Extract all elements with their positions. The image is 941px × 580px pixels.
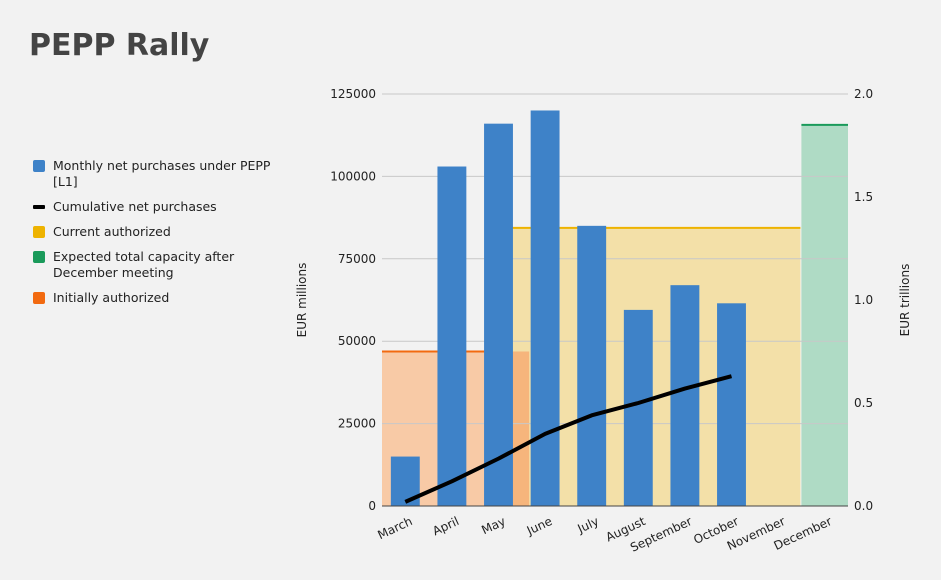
chart-title: PEPP Rally bbox=[29, 28, 210, 63]
legend-item-expected-capacity[interactable]: Expected total capacity after December m… bbox=[33, 249, 283, 281]
bar-june bbox=[530, 110, 560, 506]
bar-september bbox=[670, 285, 700, 506]
band-fill-current-authorized bbox=[512, 227, 801, 506]
band-fill-expected-capacity bbox=[801, 124, 848, 507]
x-tick-label: July bbox=[575, 514, 601, 536]
bar-october bbox=[717, 303, 746, 506]
bar-may bbox=[484, 123, 513, 506]
y-axis-title: EUR millions bbox=[295, 263, 309, 338]
y2-tick-label: 2.0 bbox=[854, 87, 873, 101]
y-tick-label: 0 bbox=[368, 499, 376, 513]
y2-tick-label: 0.0 bbox=[854, 499, 873, 513]
legend-swatch-initially-authorized bbox=[33, 292, 45, 304]
legend-label: Current authorized bbox=[53, 224, 171, 239]
y-tick-label: 125000 bbox=[330, 87, 376, 101]
monthly-purchase-bars bbox=[390, 110, 746, 506]
legend-swatch-expected-capacity bbox=[33, 251, 45, 263]
x-tick-label: June bbox=[524, 514, 555, 538]
y2-tick-label: 0.5 bbox=[854, 396, 873, 410]
legend: Monthly net purchases under PEPP [L1] Cu… bbox=[33, 158, 283, 315]
legend-label: Monthly net purchases under PEPP [L1] bbox=[53, 158, 271, 189]
legend-swatch-monthly-purchases bbox=[33, 160, 45, 172]
y-tick-label: 25000 bbox=[338, 417, 376, 431]
bar-july bbox=[577, 225, 607, 506]
legend-label: Cumulative net purchases bbox=[53, 199, 217, 214]
legend-label: Expected total capacity after December m… bbox=[53, 249, 235, 280]
legend-item-initially-authorized[interactable]: Initially authorized bbox=[33, 290, 283, 306]
y-tick-label: 50000 bbox=[338, 334, 376, 348]
legend-swatch-current-authorized bbox=[33, 226, 45, 238]
y-tick-label: 75000 bbox=[338, 252, 376, 266]
cumulative-line bbox=[404, 374, 733, 504]
legend-label: Initially authorized bbox=[53, 290, 170, 305]
bar-april bbox=[437, 166, 467, 506]
x-tick-label: May bbox=[479, 514, 507, 537]
legend-item-cumulative-purchases[interactable]: Cumulative net purchases bbox=[33, 199, 283, 215]
x-tick-label: April bbox=[430, 514, 461, 538]
x-tick-label: March bbox=[375, 514, 414, 542]
cumulative-line-layer bbox=[404, 374, 733, 504]
y-tick-label: 100000 bbox=[330, 169, 376, 183]
bar-august bbox=[623, 309, 653, 506]
y2-axis-title: EUR trillions bbox=[898, 264, 912, 337]
legend-swatch-cumulative-purchases bbox=[33, 205, 45, 209]
y2-tick-label: 1.0 bbox=[854, 293, 873, 307]
y2-tick-label: 1.5 bbox=[854, 190, 873, 204]
legend-item-monthly-purchases[interactable]: Monthly net purchases under PEPP [L1] bbox=[33, 158, 283, 190]
band-overlap bbox=[512, 351, 530, 506]
legend-item-current-authorized[interactable]: Current authorized bbox=[33, 224, 283, 240]
